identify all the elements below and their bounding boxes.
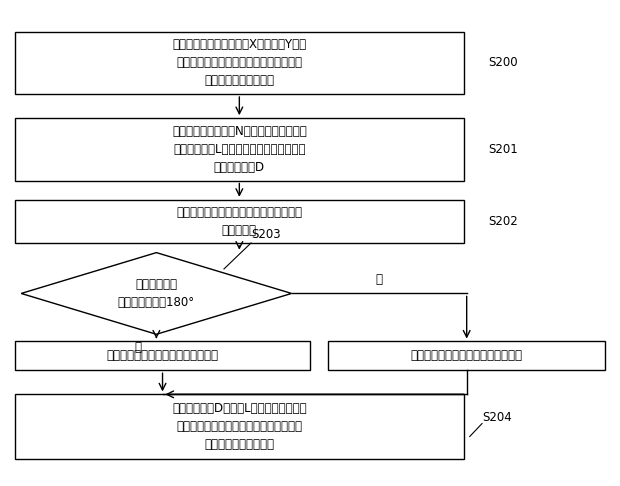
- Text: S203: S203: [251, 227, 281, 241]
- Bar: [329, 342, 605, 370]
- Bar: [15, 342, 310, 370]
- Bar: [15, 200, 464, 243]
- Text: 根据所述采样点坐标中的X轴坐标及Y轴坐
标，将采样点绘于同一图层内，连结采样
点，组合成线段多边形: 根据所述采样点坐标中的X轴坐标及Y轴坐 标，将采样点绘于同一图层内，连结采样 点…: [172, 38, 306, 87]
- Text: S200: S200: [488, 56, 518, 69]
- Text: S201: S201: [488, 143, 518, 156]
- Text: 判断所述内角
的角度是否大于180°: 判断所述内角 的角度是否大于180°: [118, 278, 195, 309]
- Bar: [15, 394, 464, 459]
- Polygon shape: [21, 253, 291, 334]
- Text: 获取预设的样品参数N，计算所述相邻的采
样点间的弦长L及所述相邻的采样点间对应
的弧段的弦高D: 获取预设的样品参数N，计算所述相邻的采 样点间的弦长L及所述相邻的采样点间对应 …: [172, 125, 307, 174]
- Bar: [15, 118, 464, 180]
- Text: 是: 是: [135, 342, 141, 354]
- Text: S202: S202: [488, 215, 518, 228]
- Text: 所述中点与终点间对应的弧段为凸弧: 所述中点与终点间对应的弧段为凸弧: [410, 349, 523, 363]
- Text: 计算由相邻的三个采样点依次相连而成的
内角的角度: 计算由相邻的三个采样点依次相连而成的 内角的角度: [176, 206, 303, 237]
- Bar: [15, 32, 464, 94]
- Text: 根据所述弦高D、弦长L及弧段的凹凸性生
成所述相邻的采样点间的弧段，连结采样
点，组合成弧段多边形: 根据所述弦高D、弦长L及弧段的凹凸性生 成所述相邻的采样点间的弧段，连结采样 点…: [172, 402, 307, 451]
- Text: 所述中点与终点间对应的弧段为凹弧: 所述中点与终点间对应的弧段为凹弧: [107, 349, 218, 363]
- Text: 否: 否: [376, 273, 383, 286]
- Text: S204: S204: [482, 411, 511, 423]
